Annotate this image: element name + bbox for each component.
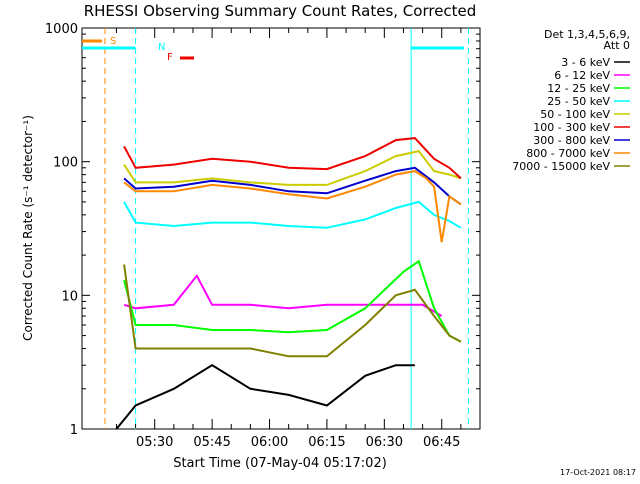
series-line-3-6-kev xyxy=(115,364,415,430)
annotation-s: S xyxy=(110,36,116,47)
legend-label: 50 - 100 keV xyxy=(540,108,610,121)
chart-title: RHESSI Observing Summary Count Rates, Co… xyxy=(84,2,477,20)
legend-header: Det 1,3,4,5,6,9, xyxy=(544,28,630,41)
y-axis-label: Corrected Count Rate (s⁻¹ detector⁻¹) xyxy=(21,115,35,341)
annotation-f: F xyxy=(167,52,173,63)
legend-label: 6 - 12 keV xyxy=(554,69,610,82)
series-line-50-100-kev xyxy=(123,149,462,186)
legend-label: 3 - 6 keV xyxy=(561,56,610,69)
x-tick-label: 06:45 xyxy=(423,435,460,450)
annotation-n: N xyxy=(158,42,165,53)
x-tick-label: 06:15 xyxy=(308,435,345,450)
x-tick-label: 05:30 xyxy=(136,435,173,450)
series-line-100-300-kev xyxy=(123,137,462,180)
series-line-12-25-kev xyxy=(123,259,462,343)
plot-frame xyxy=(81,27,481,430)
legend-label: 12 - 25 keV xyxy=(547,82,610,95)
y-tick-label: 1000 xyxy=(45,22,78,37)
x-tick-label: 05:45 xyxy=(193,435,230,450)
series-line-800-7000-kev xyxy=(123,170,462,243)
legend-label: 800 - 7000 keV xyxy=(526,147,610,160)
legend-header: Att 0 xyxy=(604,39,630,52)
x-axis-label: Start Time (07-May-04 05:17:02) xyxy=(173,456,387,471)
series-line-25-50-kev xyxy=(123,200,462,229)
y-tick-label: 1 xyxy=(70,423,78,438)
legend-label: 25 - 50 keV xyxy=(547,95,610,108)
legend-label: 7000 - 15000 keV xyxy=(512,160,610,173)
series-line-7000-15000-kev xyxy=(123,264,462,358)
series-line-6-12-kev xyxy=(123,273,443,317)
x-tick-label: 06:30 xyxy=(366,435,403,450)
y-tick-label: 100 xyxy=(53,156,78,171)
timestamp: 17-Oct-2021 08:17 xyxy=(560,468,636,477)
x-tick-label: 06:00 xyxy=(251,435,288,450)
legend-label: 300 - 800 keV xyxy=(533,134,610,147)
plot-area: 1 10 100 1000 05:30 05:45 06:00 06:15 06:30 06:45… xyxy=(45,22,481,450)
legend-label: 100 - 300 keV xyxy=(533,121,610,134)
series-line-300-800-kev xyxy=(123,166,462,206)
y-tick-label: 10 xyxy=(61,289,78,304)
